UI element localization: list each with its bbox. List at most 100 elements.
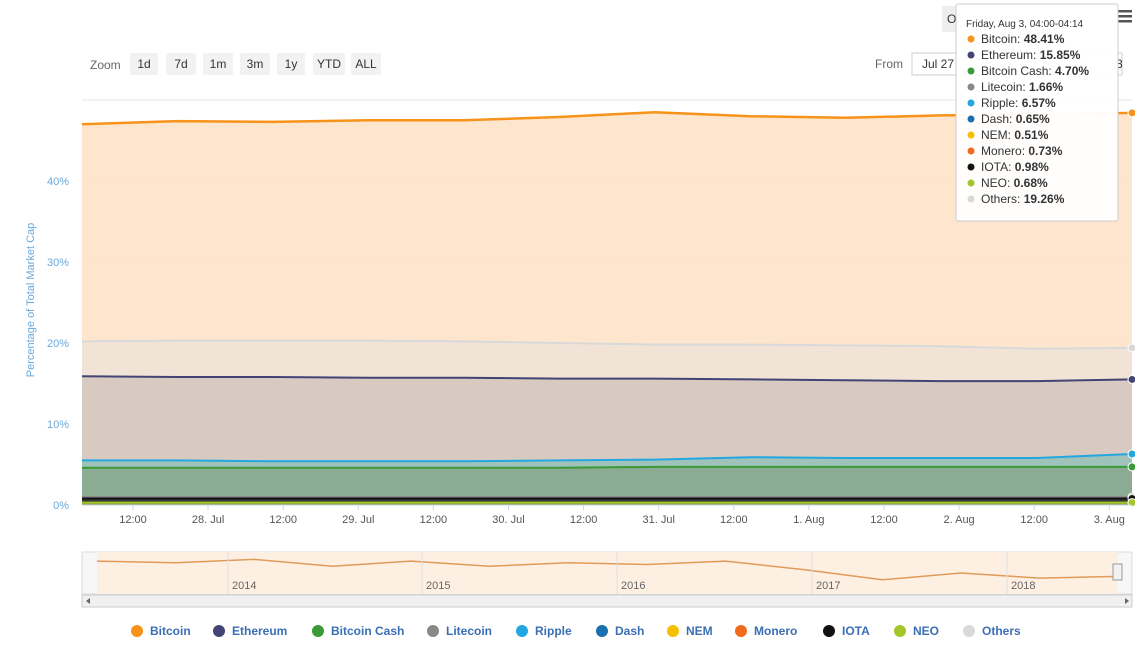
zoom-button-ytd[interactable]	[313, 53, 345, 75]
x-tick-label: 30. Jul	[492, 514, 524, 526]
legend: Bitcoin Ethereum Bitcoin Cash Litecoin Rippl…	[131, 624, 1021, 638]
tooltip-item-nem: NEM: 0.51%	[981, 128, 1049, 142]
navigator-year-label: 2018	[1011, 580, 1035, 592]
legend-item-bitcoin-cash[interactable]: Bitcoin Cash	[331, 624, 404, 638]
tooltip-item-ethereum: Ethereum: 15.85%	[981, 48, 1081, 62]
navigator-year-label: 2016	[621, 580, 645, 592]
legend-marker-iota[interactable]	[823, 625, 835, 637]
x-tick-label: 29. Jul	[342, 514, 374, 526]
tooltip-marker-iota	[967, 163, 975, 171]
from-input[interactable]: Jul 27	[922, 57, 954, 71]
tooltip-marker-ripple	[967, 99, 975, 107]
y-tick-label: 40%	[47, 176, 69, 188]
legend-item-others[interactable]: Others	[982, 624, 1021, 638]
navigator[interactable]: 2014 2015 2016 2017 2018	[81, 551, 1133, 608]
tooltip-item-dash: Dash: 0.65%	[981, 112, 1050, 126]
legend-item-iota[interactable]: IOTA	[842, 624, 870, 638]
tooltip-item-neo: NEO: 0.68%	[981, 176, 1048, 190]
navigator-year-label: 2014	[232, 580, 256, 592]
x-tick-label: 31. Jul	[642, 514, 674, 526]
tooltip-item-bitcoin-cash: Bitcoin Cash: 4.70%	[981, 64, 1089, 78]
tooltip-marker-others	[967, 195, 975, 203]
x-axis: 12:00 28. Jul 12:00 29. Jul 12:00 30. Jul 12:0…	[82, 504, 1132, 526]
zoom-controls: Zoom 1d 7d 1m 3m 1y YTD ALL	[90, 53, 381, 75]
zoom-button-1d[interactable]	[130, 53, 158, 75]
tooltip-marker-bitcoin	[967, 35, 975, 43]
hover-marker-ripple	[1127, 449, 1135, 459]
x-tick-label: 3. Aug	[1094, 514, 1125, 526]
menu-icon-bar-2[interactable]	[1118, 15, 1132, 18]
legend-marker-nem[interactable]	[667, 625, 679, 637]
legend-marker-others[interactable]	[963, 625, 975, 637]
legend-item-neo[interactable]: NEO	[913, 624, 939, 638]
hover-marker-others	[1127, 343, 1135, 353]
x-tick-label: 12:00	[269, 514, 297, 526]
hover-marker-bitcoin	[1127, 108, 1135, 118]
zoom-button-label-7d[interactable]: 7d	[174, 57, 187, 71]
export-button-fragment[interactable]: O	[947, 12, 956, 26]
legend-marker-ethereum[interactable]	[213, 625, 225, 637]
legend-item-ethereum[interactable]: Ethereum	[232, 624, 287, 638]
zoom-button-3m[interactable]	[240, 53, 270, 75]
tooltip-marker-dash	[967, 115, 975, 123]
y-axis: Percentage of Total Market Cap 0% 10% 20% 3…	[25, 176, 69, 512]
scroll-left-icon[interactable]	[86, 598, 90, 604]
x-tick-label: 2. Aug	[943, 514, 974, 526]
legend-marker-monero[interactable]	[735, 625, 747, 637]
y-tick-label: 20%	[47, 338, 69, 350]
zoom-button-label-1y[interactable]: 1y	[285, 57, 298, 71]
y-axis-title: Percentage of Total Market Cap	[25, 223, 37, 378]
tooltip-marker-monero	[967, 147, 975, 155]
to-input-fragment[interactable]: 3	[1116, 57, 1123, 71]
plot-area[interactable]	[81, 99, 1135, 508]
x-tick-label: 12:00	[1020, 514, 1048, 526]
legend-marker-bitcoin-cash[interactable]	[312, 625, 324, 637]
tooltip-item-others: Others: 19.26%	[981, 192, 1065, 206]
zoom-button-label-1d[interactable]: 1d	[137, 57, 150, 71]
legend-item-monero[interactable]: Monero	[754, 624, 797, 638]
zoom-button-label-3m[interactable]: 3m	[247, 57, 264, 71]
tooltip-title: Friday, Aug 3, 04:00-04:14	[966, 19, 1084, 30]
tooltip-marker-bitcoin-cash	[967, 67, 975, 75]
tooltip-item-bitcoin: Bitcoin: 48.41%	[981, 32, 1065, 46]
legend-marker-bitcoin[interactable]	[131, 625, 143, 637]
legend-marker-dash[interactable]	[596, 625, 608, 637]
legend-item-dash[interactable]: Dash	[615, 624, 644, 638]
menu-icon-bar-1[interactable]	[1118, 10, 1132, 13]
x-tick-label: 28. Jul	[192, 514, 224, 526]
menu-icon-bar-3[interactable]	[1118, 20, 1132, 23]
series-line-ethereum	[81, 375, 1133, 383]
legend-marker-litecoin[interactable]	[427, 625, 439, 637]
tooltip-marker-nem	[967, 131, 975, 139]
navigator-selection[interactable]	[97, 552, 1118, 594]
legend-marker-neo[interactable]	[894, 625, 906, 637]
x-tick-label: 12:00	[570, 514, 598, 526]
zoom-button-1y[interactable]	[277, 53, 305, 75]
navigator-handle[interactable]	[1112, 563, 1123, 581]
tooltip-marker-litecoin	[967, 83, 975, 91]
zoom-button-label-all[interactable]: ALL	[355, 57, 377, 71]
y-tick-label: 0%	[53, 500, 69, 512]
tooltip-marker-ethereum	[967, 51, 975, 59]
zoom-button-7d[interactable]	[166, 53, 196, 75]
tooltip-item-monero: Monero: 0.73%	[981, 144, 1063, 158]
zoom-button-label-1m[interactable]: 1m	[210, 57, 227, 71]
y-tick-label: 10%	[47, 419, 69, 431]
legend-item-ripple[interactable]: Ripple	[535, 624, 572, 638]
legend-item-bitcoin[interactable]: Bitcoin	[150, 624, 191, 638]
series-line-others	[81, 339, 1133, 350]
navigator-scrollbar[interactable]	[81, 594, 1133, 608]
legend-item-litecoin[interactable]: Litecoin	[446, 624, 492, 638]
zoom-button-label-ytd[interactable]: YTD	[317, 57, 341, 71]
legend-item-nem[interactable]: NEM	[686, 624, 713, 638]
zoom-button-1m[interactable]	[203, 53, 233, 75]
tooltip-marker-neo	[967, 179, 975, 187]
scroll-right-icon[interactable]	[1125, 598, 1129, 604]
area-bitcoin-cash	[82, 466, 1132, 505]
tooltip: Friday, Aug 3, 04:00-04:14 Bitcoin: 48.41…	[955, 3, 1119, 222]
series-line-bitcoin-cash	[82, 465, 1132, 469]
zoom-button-all[interactable]	[351, 53, 381, 75]
legend-marker-ripple[interactable]	[516, 625, 528, 637]
tooltip-item-ripple: Ripple: 6.57%	[981, 96, 1056, 110]
